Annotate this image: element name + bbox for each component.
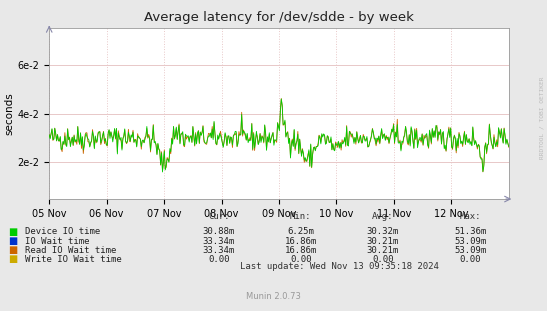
Text: 53.09m: 53.09m — [455, 246, 486, 254]
Text: ■: ■ — [8, 227, 18, 237]
Text: Min:: Min: — [290, 212, 312, 221]
Text: ■: ■ — [8, 236, 18, 246]
Text: Device IO time: Device IO time — [25, 227, 100, 236]
Text: ■: ■ — [8, 254, 18, 264]
Text: 33.34m: 33.34m — [203, 237, 235, 245]
Text: 0.00: 0.00 — [208, 255, 230, 263]
Text: 30.32m: 30.32m — [367, 227, 399, 236]
Text: 51.36m: 51.36m — [455, 227, 486, 236]
Text: Avg:: Avg: — [372, 212, 394, 221]
Text: 16.86m: 16.86m — [285, 246, 317, 254]
Text: ■: ■ — [8, 245, 18, 255]
Text: 6.25m: 6.25m — [287, 227, 315, 236]
Text: 30.88m: 30.88m — [203, 227, 235, 236]
Text: 0.00: 0.00 — [459, 255, 481, 263]
Text: Max:: Max: — [459, 212, 481, 221]
Text: 33.34m: 33.34m — [203, 246, 235, 254]
Title: Average latency for /dev/sdde - by week: Average latency for /dev/sdde - by week — [144, 11, 414, 24]
Text: Munin 2.0.73: Munin 2.0.73 — [246, 291, 301, 300]
Text: 0.00: 0.00 — [290, 255, 312, 263]
Text: 30.21m: 30.21m — [367, 246, 399, 254]
Y-axis label: seconds: seconds — [5, 92, 15, 135]
Text: Write IO Wait time: Write IO Wait time — [25, 255, 121, 263]
Text: Cur:: Cur: — [208, 212, 230, 221]
Text: RRDTOOL / TOBI OETIKER: RRDTOOL / TOBI OETIKER — [539, 77, 544, 160]
Text: Last update: Wed Nov 13 09:35:18 2024: Last update: Wed Nov 13 09:35:18 2024 — [240, 262, 439, 271]
Text: IO Wait time: IO Wait time — [25, 237, 89, 245]
Text: 0.00: 0.00 — [372, 255, 394, 263]
Text: 16.86m: 16.86m — [285, 237, 317, 245]
Text: Read IO Wait time: Read IO Wait time — [25, 246, 116, 254]
Text: 30.21m: 30.21m — [367, 237, 399, 245]
Text: 53.09m: 53.09m — [455, 237, 486, 245]
